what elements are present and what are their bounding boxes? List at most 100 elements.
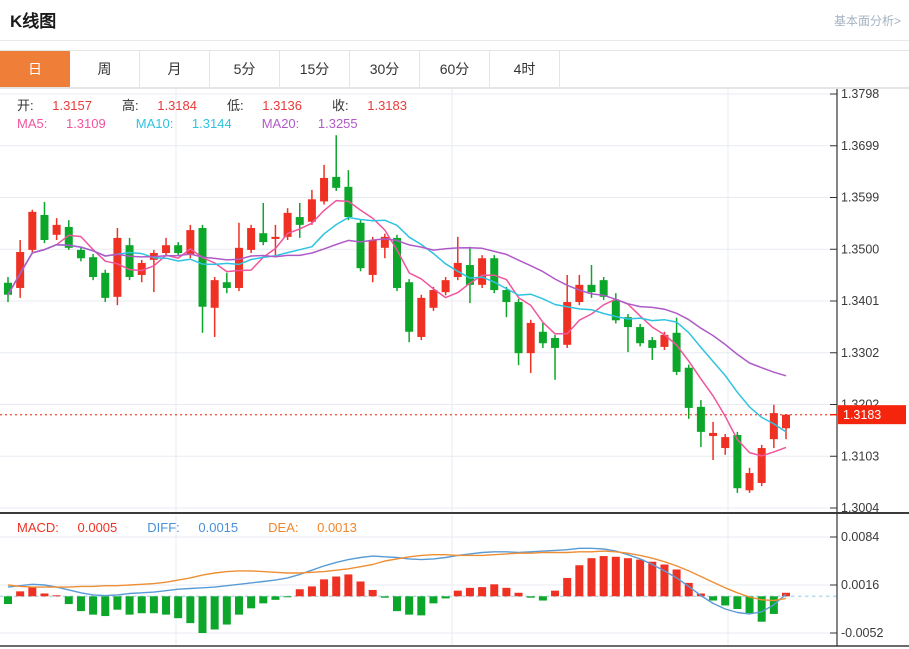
- macd-bar: [538, 596, 547, 601]
- candle-body: [757, 448, 766, 483]
- candle-body: [320, 177, 329, 202]
- macd-bar: [40, 593, 49, 597]
- candle-body: [332, 176, 341, 188]
- macd-bar: [76, 596, 85, 612]
- candle-body: [234, 247, 243, 288]
- macd-bar: [16, 591, 25, 597]
- candle-body: [709, 432, 718, 437]
- y-axis-label: 1.3401: [841, 294, 879, 308]
- candle-body: [4, 282, 12, 295]
- tab-60min[interactable]: 60分: [420, 51, 490, 87]
- macd-bar: [623, 558, 632, 597]
- y-axis-label: 1.3798: [841, 87, 879, 101]
- macd-bar: [356, 581, 365, 597]
- ma10-line: [7, 216, 787, 433]
- row-ma-item-1: MA10: 1.3144: [135, 116, 232, 131]
- macd-bar: [636, 559, 645, 597]
- macd-bar: [648, 561, 657, 597]
- macd-bar: [271, 596, 280, 600]
- macd-bar: [380, 596, 389, 598]
- tab-4hour[interactable]: 4时: [490, 51, 560, 87]
- interval-tabbar: 日周月 5分 15分 30分 60分 4时: [0, 50, 909, 88]
- candle-body: [271, 236, 280, 239]
- macd-bar: [672, 569, 681, 597]
- macd-bar: [733, 596, 742, 610]
- candle-body: [648, 340, 657, 348]
- candle-body: [283, 212, 292, 237]
- tab-15min[interactable]: 15分: [280, 51, 350, 87]
- macd-bar: [575, 565, 584, 597]
- row-macd-item-0: MACD: 0.0005: [17, 520, 118, 535]
- macd-bar: [320, 579, 329, 597]
- macd-bar: [162, 596, 171, 615]
- candle-body: [380, 236, 389, 248]
- macd-bar: [186, 596, 195, 624]
- tab-30min[interactable]: 30分: [350, 51, 420, 87]
- candle-body: [28, 211, 37, 250]
- macd-bar: [757, 596, 766, 622]
- macd-bar: [745, 596, 754, 614]
- candle-body: [684, 367, 693, 408]
- macd-bar: [4, 596, 12, 605]
- candle-body: [782, 414, 790, 429]
- candle-body: [453, 262, 462, 278]
- row-ohlc-item-2: 低: 1.3136: [227, 98, 302, 113]
- macd-bar: [551, 590, 560, 597]
- price-badge-value: 1.3183: [843, 408, 881, 422]
- macd-bar: [429, 596, 438, 604]
- row-ohlc-item-0: 开: 1.3157: [17, 98, 92, 113]
- y-axis-label: 1.3103: [841, 449, 879, 463]
- candle-body: [721, 437, 730, 449]
- macd-bar: [441, 596, 450, 599]
- y-axis-label: 1.3599: [841, 191, 879, 205]
- macd-bar: [101, 596, 110, 617]
- candle-body: [441, 280, 450, 293]
- macd-bar: [198, 596, 207, 634]
- macd-bar: [417, 596, 426, 616]
- macd-bar: [113, 596, 122, 610]
- candle-body: [623, 317, 632, 328]
- candle-body: [174, 245, 183, 254]
- candle-body: [563, 302, 572, 345]
- macd-bar: [721, 596, 730, 606]
- candle-body: [186, 230, 195, 256]
- candle-body: [575, 284, 584, 303]
- price-badge: [838, 405, 906, 425]
- candle-body: [222, 282, 231, 288]
- candle-body: [113, 237, 122, 297]
- macd-bar: [490, 584, 499, 597]
- macd-bar: [478, 587, 487, 597]
- macd-bar: [611, 556, 620, 597]
- candle-body: [16, 251, 25, 288]
- tab-day[interactable]: 日: [0, 51, 70, 87]
- tab-month[interactable]: 月: [140, 51, 210, 87]
- macd-bar: [526, 596, 535, 598]
- macd-bar: [125, 596, 134, 615]
- candle-body: [599, 280, 608, 297]
- candle-body: [210, 280, 219, 308]
- y-axis-label: 1.3699: [841, 139, 879, 153]
- macd-bar: [502, 587, 511, 597]
- row-ma-item-0: MA5: 1.3109: [17, 116, 106, 131]
- fundamental-analysis-link[interactable]: 基本面分析>: [833, 14, 901, 28]
- tab-5min[interactable]: 5分: [210, 51, 280, 87]
- diff-line: [7, 547, 787, 615]
- macd-bar: [222, 596, 231, 625]
- ma20-line: [7, 238, 787, 377]
- candle-body: [259, 233, 268, 243]
- candle-body: [368, 239, 377, 275]
- macd-bar: [295, 589, 304, 597]
- candle-body: [733, 435, 742, 489]
- macd-bar: [405, 596, 414, 615]
- y-axis-label: 1.3004: [841, 501, 879, 515]
- candle-body: [76, 249, 85, 259]
- ma-info-row: MA5: 1.3109 MA10: 1.3144 MA20: 1.3255: [17, 116, 388, 131]
- candle-body: [769, 413, 778, 440]
- macd-bar: [684, 582, 693, 597]
- macd-bar: [465, 587, 474, 597]
- candle-body: [636, 327, 645, 344]
- candle-body: [356, 222, 365, 269]
- tab-week[interactable]: 周: [70, 51, 140, 87]
- macd-bar: [210, 596, 219, 630]
